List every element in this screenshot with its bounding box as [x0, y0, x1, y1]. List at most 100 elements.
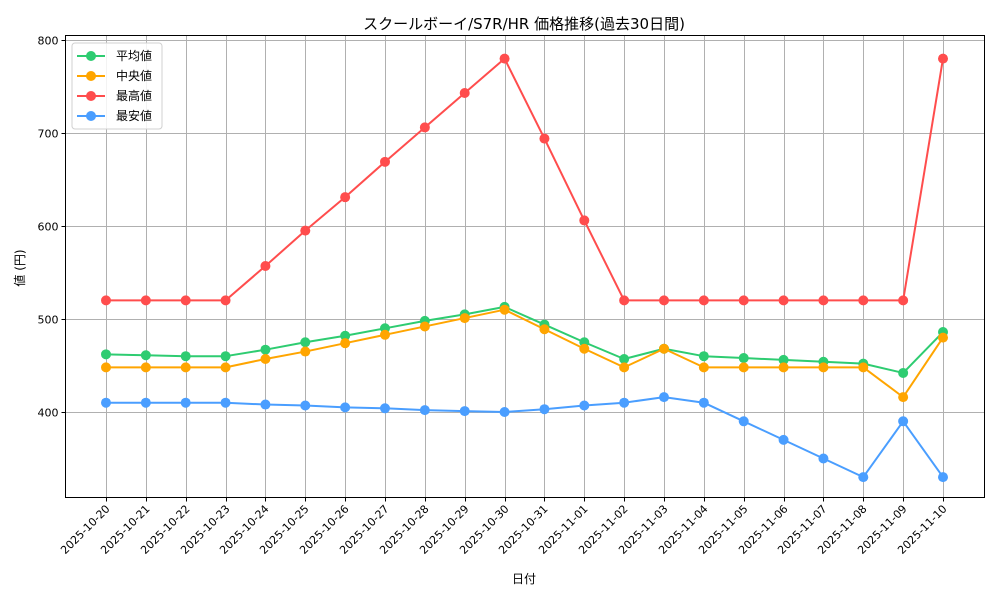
y-axis-label: 値 (円) [12, 249, 27, 286]
legend-item: 最高値 [77, 88, 152, 103]
y-axis: 400 500 600 700 800 [38, 35, 66, 420]
data-point [380, 329, 390, 340]
data-point [738, 362, 749, 373]
legend-item: 最安値 [77, 108, 152, 123]
data-point [499, 53, 510, 64]
data-point [619, 353, 630, 364]
data-point [300, 225, 311, 236]
data-point [579, 400, 590, 411]
data-point [220, 397, 231, 408]
legend-marker-icon [86, 51, 96, 61]
data-point [579, 215, 590, 226]
series-layer [101, 53, 948, 483]
data-point [220, 351, 231, 362]
data-point [220, 295, 231, 306]
data-point [419, 405, 430, 416]
data-point [340, 192, 351, 203]
data-point [858, 472, 869, 483]
data-point [260, 344, 271, 355]
series-line [101, 304, 948, 403]
data-point [140, 362, 151, 373]
x-axis: 2025-10-202025-10-212025-10-222025-10-23… [58, 497, 950, 557]
data-point [419, 321, 430, 332]
legend-marker-icon [86, 71, 96, 81]
data-point [260, 399, 271, 410]
data-point [898, 367, 909, 378]
data-point [698, 351, 709, 362]
data-point [659, 343, 669, 354]
x-axis-label: 日付 [512, 572, 536, 586]
data-point [938, 472, 948, 483]
data-point [659, 392, 669, 403]
data-point [938, 332, 948, 343]
legend-marker-icon [86, 91, 96, 101]
y-tick-label: 800 [38, 35, 59, 48]
data-point [738, 295, 749, 306]
data-point [818, 362, 829, 373]
legend-label: 平均値 [116, 48, 152, 63]
plot-area-frame [65, 35, 985, 498]
data-point [340, 402, 351, 413]
data-point [101, 362, 111, 373]
data-point [778, 434, 789, 445]
data-point [778, 362, 789, 373]
data-point [101, 349, 111, 360]
legend-item: 平均値 [77, 48, 152, 63]
data-point [579, 343, 590, 354]
data-point [340, 338, 351, 349]
data-point [619, 295, 630, 306]
data-point [698, 295, 709, 306]
data-point [180, 295, 191, 306]
legend-label: 最安値 [116, 108, 152, 123]
y-tick-label: 400 [38, 407, 59, 420]
data-point [180, 351, 191, 362]
data-point [619, 362, 630, 373]
data-point [101, 295, 111, 306]
data-point [300, 346, 311, 357]
data-point [698, 397, 709, 408]
legend-label: 中央値 [116, 68, 152, 83]
data-point [499, 407, 510, 417]
chart-title: スクールボーイ/S7R/HR 価格推移(過去30日間) [363, 15, 685, 33]
data-point [778, 295, 789, 306]
data-point [300, 400, 311, 411]
legend-box [71, 42, 163, 130]
data-point [220, 362, 231, 373]
legend-label: 最高値 [116, 88, 152, 103]
data-point [140, 350, 151, 361]
data-point [778, 354, 789, 365]
y-tick-label: 700 [38, 128, 59, 141]
data-point [539, 404, 550, 415]
data-point [898, 416, 909, 427]
y-tick-label: 600 [38, 221, 59, 234]
data-point [260, 260, 271, 271]
data-point [260, 353, 271, 364]
data-point [180, 362, 191, 373]
data-point [499, 304, 510, 315]
data-point [140, 397, 151, 408]
data-point [459, 313, 470, 324]
data-point [539, 324, 550, 335]
data-point [619, 397, 630, 408]
data-point [101, 397, 111, 408]
series-line [101, 392, 948, 483]
data-point [180, 397, 191, 408]
legend-item: 中央値 [77, 68, 152, 83]
legend-marker-icon [86, 111, 96, 121]
data-point [818, 453, 829, 464]
y-tick-label: 500 [38, 314, 59, 327]
data-point [738, 416, 749, 427]
data-point [459, 88, 470, 99]
data-point [459, 406, 470, 417]
data-point [898, 295, 909, 306]
data-point [659, 295, 669, 306]
data-point [738, 353, 749, 364]
grid-lines [65, 35, 985, 498]
data-point [140, 295, 151, 306]
data-point [698, 362, 709, 373]
data-point [380, 156, 390, 167]
data-point [340, 330, 351, 341]
data-point [938, 53, 948, 64]
